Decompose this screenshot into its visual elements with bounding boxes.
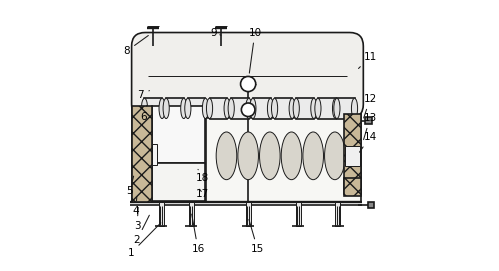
Bar	[159, 202, 164, 226]
Ellipse shape	[324, 132, 345, 180]
Ellipse shape	[216, 132, 237, 180]
Text: 8: 8	[123, 36, 148, 56]
Text: 12: 12	[363, 94, 377, 118]
Ellipse shape	[351, 98, 358, 119]
Text: 6: 6	[141, 106, 147, 121]
Bar	[296, 202, 301, 226]
Bar	[152, 106, 205, 163]
Text: 4: 4	[132, 196, 139, 216]
Bar	[132, 106, 152, 202]
Bar	[365, 117, 372, 124]
Ellipse shape	[303, 132, 323, 180]
Ellipse shape	[332, 98, 339, 119]
Circle shape	[242, 103, 255, 117]
Bar	[253, 98, 270, 119]
Ellipse shape	[159, 98, 165, 119]
Text: 18: 18	[196, 169, 210, 182]
Bar	[296, 98, 314, 119]
Bar	[337, 98, 354, 119]
Bar	[246, 202, 250, 226]
Text: 9: 9	[211, 28, 221, 37]
Ellipse shape	[163, 98, 169, 119]
Bar	[345, 146, 360, 166]
Bar	[188, 98, 206, 119]
Bar	[368, 202, 374, 208]
Ellipse shape	[315, 98, 321, 119]
Ellipse shape	[181, 98, 187, 119]
Bar	[231, 98, 249, 119]
Circle shape	[241, 76, 255, 92]
Ellipse shape	[207, 98, 213, 119]
Ellipse shape	[267, 98, 273, 119]
Bar	[145, 98, 162, 119]
Bar	[274, 98, 292, 119]
Text: 2: 2	[134, 215, 149, 245]
Ellipse shape	[246, 98, 252, 119]
Bar	[344, 178, 361, 196]
Ellipse shape	[281, 132, 302, 180]
Ellipse shape	[259, 132, 280, 180]
Ellipse shape	[250, 98, 256, 119]
Text: 16: 16	[192, 214, 205, 254]
Bar	[152, 163, 205, 201]
Ellipse shape	[271, 98, 277, 119]
Text: 1: 1	[127, 223, 161, 258]
Ellipse shape	[289, 98, 295, 119]
Text: 15: 15	[249, 220, 264, 254]
Text: 10: 10	[249, 28, 261, 73]
Text: 7: 7	[137, 90, 149, 100]
Text: 13: 13	[363, 113, 377, 140]
Bar	[166, 98, 184, 119]
Ellipse shape	[141, 98, 148, 119]
Ellipse shape	[203, 98, 209, 119]
Ellipse shape	[224, 98, 230, 119]
Ellipse shape	[293, 98, 299, 119]
Bar	[344, 114, 361, 194]
Ellipse shape	[311, 98, 317, 119]
Bar	[189, 202, 194, 226]
Text: 17: 17	[196, 189, 210, 199]
Bar	[132, 106, 361, 202]
Bar	[335, 202, 340, 226]
Text: 5: 5	[126, 176, 134, 196]
Ellipse shape	[238, 132, 258, 180]
Ellipse shape	[185, 98, 191, 119]
Bar	[152, 144, 157, 165]
FancyBboxPatch shape	[132, 33, 363, 118]
Text: 11: 11	[358, 52, 377, 69]
Bar	[318, 98, 335, 119]
Ellipse shape	[334, 98, 340, 119]
Ellipse shape	[228, 98, 235, 119]
Text: 14: 14	[359, 132, 377, 152]
Bar	[210, 98, 227, 119]
Text: 3: 3	[134, 207, 140, 231]
